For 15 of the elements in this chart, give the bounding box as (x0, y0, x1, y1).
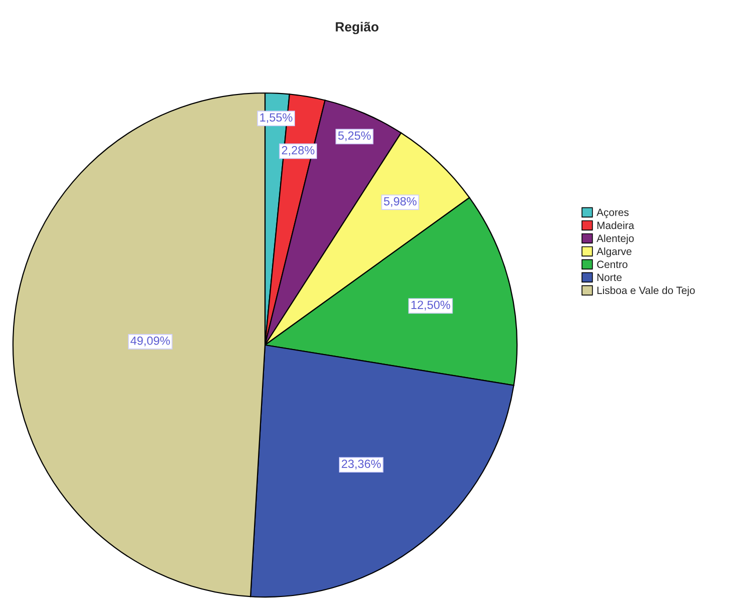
data-label: 49,09% (130, 336, 170, 346)
data-label: 12,50% (411, 300, 450, 310)
data-label: 1,55% (260, 113, 292, 124)
chart-title: Região (336, 22, 378, 34)
legend-label: Madeira (597, 221, 634, 230)
legend-label: Lisboa e Vale do Tejo (597, 286, 695, 296)
data-label: 23,36% (342, 460, 381, 470)
legend-label: Açores (596, 208, 629, 218)
legend-label: Norte (597, 274, 622, 282)
data-label: 5,25% (338, 131, 371, 142)
data-label: 5,98% (384, 197, 416, 207)
data-label: 2,28% (282, 146, 314, 156)
legend-label: Centro (597, 260, 628, 268)
legend-label: Algarve (596, 247, 632, 258)
legend-label: Alentejo (596, 234, 634, 244)
